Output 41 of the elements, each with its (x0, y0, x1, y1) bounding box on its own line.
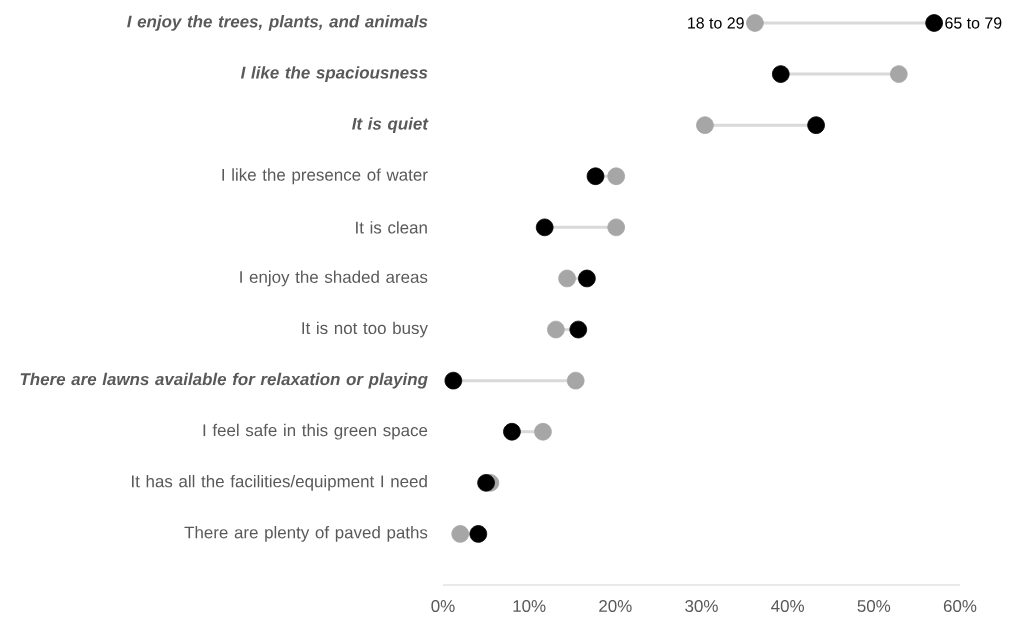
point (771, 65, 790, 83)
y-tick-label: I enjoy the shaded areas (240, 270, 428, 287)
point (890, 65, 908, 83)
point (503, 422, 521, 441)
point (558, 269, 576, 288)
point (469, 525, 488, 543)
y-tick-label: It has all the facilities/equipment I need (132, 474, 427, 491)
point (534, 422, 552, 441)
y-tick-label: I feel safe in this green space (203, 423, 428, 440)
y-tick-label: I like the spaciousness (240, 66, 428, 82)
point (535, 218, 554, 237)
y-tick-label: It is clean (356, 221, 427, 234)
x-tick-label: 40% (771, 600, 805, 613)
point (807, 116, 825, 134)
y-tick-label: I like the presence of water (222, 168, 428, 185)
point (444, 371, 463, 390)
y-tick-label: It is not too busy (302, 321, 428, 338)
series-label: 65 to 79 (945, 17, 1002, 29)
y-tick-label: There are lawns available for relaxation or playing (20, 372, 428, 389)
x-tick-label: 30% (685, 600, 718, 613)
series-label: 18 to 29 (688, 17, 744, 29)
point (607, 218, 625, 237)
point (451, 525, 470, 543)
point (477, 474, 495, 492)
point (569, 320, 588, 339)
point (586, 167, 605, 186)
y-tick-label: There are plenty of paved paths (184, 526, 428, 542)
x-tick-label: 60% (943, 600, 977, 613)
x-tick-label: 0% (431, 600, 455, 613)
point (746, 14, 764, 32)
point (566, 371, 585, 390)
point (547, 320, 565, 339)
x-tick-label: 10% (513, 600, 546, 613)
x-tick-label: 20% (599, 600, 632, 613)
y-tick-label: It is quiet (352, 117, 429, 134)
x-tick-label: 50% (857, 600, 891, 613)
point (925, 14, 943, 32)
point (696, 116, 714, 134)
y-tick-label: I enjoy the trees, plants, and animals (127, 15, 428, 31)
point (578, 269, 596, 288)
point (607, 167, 625, 186)
